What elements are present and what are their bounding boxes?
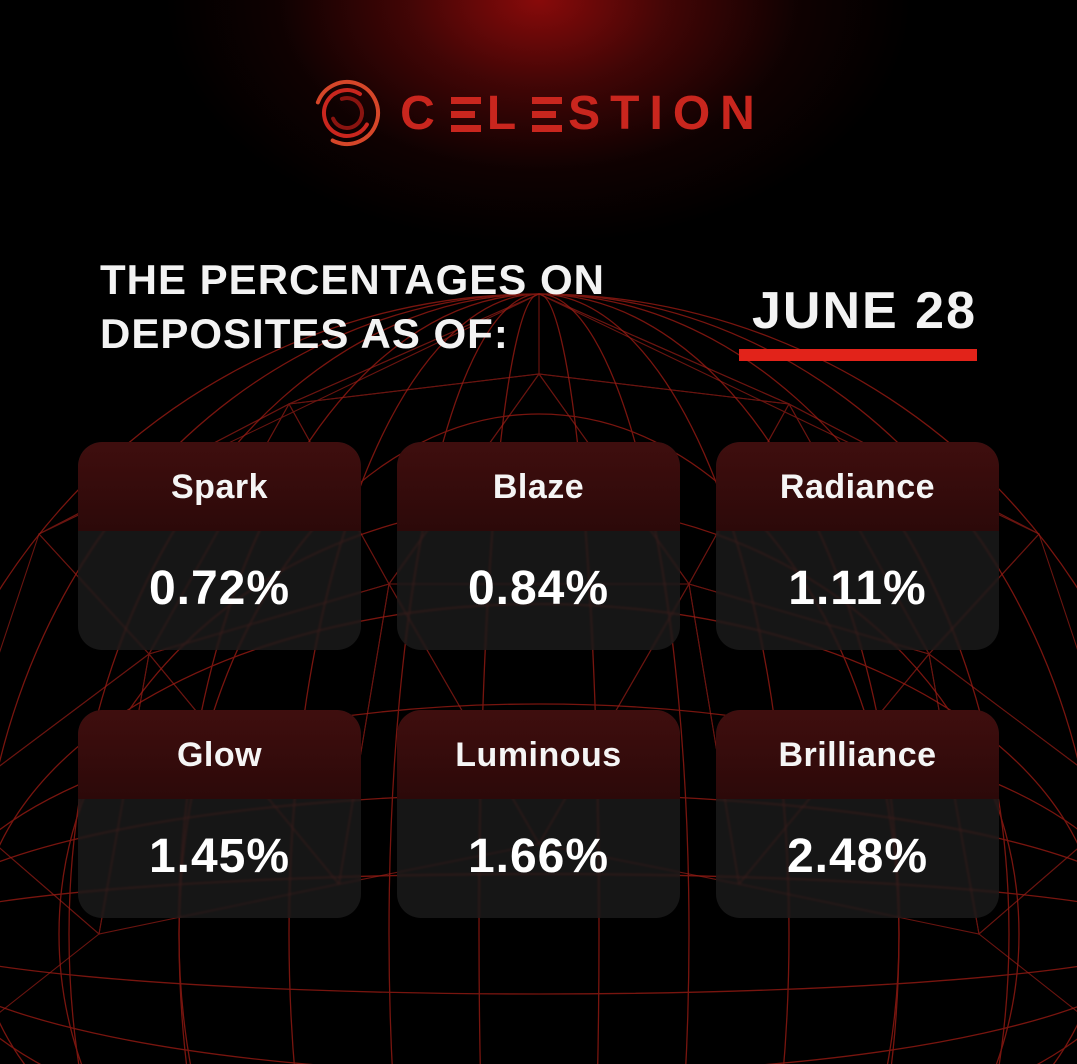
heading-date-block: JUNE 28 (739, 281, 977, 361)
rate-card-value: 1.45% (149, 830, 290, 883)
brand-stylised-e-icon (451, 97, 481, 132)
heading-title: THE PERCENTAGES ON DEPOSITES AS OF: (100, 253, 605, 361)
heading-title-line: THE PERCENTAGES ON (100, 256, 605, 303)
rate-card-head: Spark (78, 442, 361, 531)
heading-row: THE PERCENTAGES ON DEPOSITES AS OF: JUNE… (100, 253, 977, 361)
rate-card-head: Luminous (397, 710, 680, 799)
rate-card-head: Glow (78, 710, 361, 799)
rate-card-head: Blaze (397, 442, 680, 531)
brand-letter: C (400, 86, 445, 141)
rate-card-label: Luminous (455, 736, 621, 774)
rate-card-value: 1.66% (468, 830, 609, 883)
rate-card-value: 2.48% (787, 830, 928, 883)
rate-card-value: 0.84% (468, 562, 609, 615)
brand-letter: STION (568, 86, 765, 141)
rate-card-body: 0.84% (397, 531, 680, 650)
rate-card-label: Glow (177, 736, 262, 774)
brand-mark-icon (312, 78, 382, 148)
rate-card-label: Blaze (493, 468, 584, 506)
rate-card-body: 1.11% (716, 531, 999, 650)
rates-grid: Spark 0.72% Blaze 0.84% Radiance 1.11% G… (78, 442, 999, 918)
rate-card-head: Brilliance (716, 710, 999, 799)
heading-date: JUNE 28 (739, 281, 977, 341)
rate-card-body: 1.66% (397, 799, 680, 918)
heading-title-line: DEPOSITES AS OF: (100, 310, 509, 357)
rate-card: Luminous 1.66% (397, 710, 680, 918)
rate-card-label: Radiance (780, 468, 935, 506)
rate-card-body: 0.72% (78, 531, 361, 650)
rate-card-label: Spark (171, 468, 268, 506)
brand-stylised-e-icon (532, 97, 562, 132)
date-underline (739, 349, 977, 361)
rate-card: Blaze 0.84% (397, 442, 680, 650)
rate-card-label: Brilliance (778, 736, 936, 774)
rate-card: Glow 1.45% (78, 710, 361, 918)
rate-card-value: 1.11% (788, 562, 926, 615)
brand-logo: C L STION (0, 78, 1077, 148)
rate-card: Radiance 1.11% (716, 442, 999, 650)
rate-card: Spark 0.72% (78, 442, 361, 650)
brand-wordmark: C L STION (400, 86, 765, 141)
rate-card-head: Radiance (716, 442, 999, 531)
rate-card-body: 2.48% (716, 799, 999, 918)
brand-letter: L (487, 86, 526, 141)
rate-card-body: 1.45% (78, 799, 361, 918)
rate-card-value: 0.72% (149, 562, 290, 615)
rate-card: Brilliance 2.48% (716, 710, 999, 918)
